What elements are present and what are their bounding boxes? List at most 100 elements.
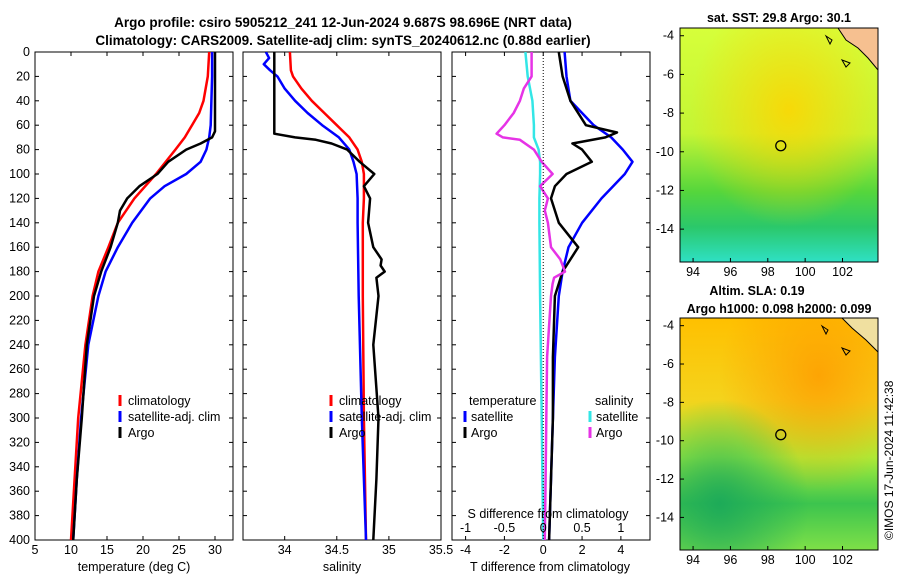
series-line-s-satellite bbox=[524, 52, 545, 540]
series-line-climatology bbox=[288, 52, 368, 540]
map-lon-tick-label: 102 bbox=[832, 553, 853, 567]
depth-tick-label: 320 bbox=[9, 435, 30, 449]
temperature-panel-frame bbox=[34, 51, 234, 541]
sla-map-frame bbox=[679, 317, 879, 551]
map-lat-tick-label: -6 bbox=[663, 357, 674, 371]
series-line-argo bbox=[71, 52, 217, 540]
depth-tick-label: 300 bbox=[9, 411, 30, 425]
x-tick-label: 34 bbox=[278, 543, 292, 557]
map-lat-tick-label: -14 bbox=[656, 222, 674, 236]
sla-islands bbox=[820, 324, 851, 356]
x-tick-label: -4 bbox=[460, 543, 471, 557]
depth-tick-label: 40 bbox=[16, 94, 30, 108]
sst-warm-region bbox=[680, 28, 878, 262]
sla-map bbox=[679, 317, 879, 551]
depth-tick-label: 20 bbox=[16, 69, 30, 83]
map-lat-tick-label: -12 bbox=[656, 472, 674, 486]
s-difference-tick-labels: -1 -0.5 0 0.5 1 bbox=[460, 521, 624, 535]
legend-label-t-satellite: satellite bbox=[471, 410, 513, 424]
s-difference-tick-label: -0.5 bbox=[494, 521, 516, 535]
depth-tick-label: 140 bbox=[9, 216, 30, 230]
salinity-panel-frame bbox=[242, 51, 442, 541]
legend-label-s-argo: Argo bbox=[596, 426, 622, 440]
map-lat-tick-label: -8 bbox=[663, 395, 674, 409]
depth-tick-label: 0 bbox=[23, 45, 30, 59]
x-tick-label: 34.5 bbox=[325, 543, 349, 557]
temperature-lines bbox=[69, 52, 217, 540]
s-difference-tick-label: -1 bbox=[460, 521, 471, 535]
title-line-1: Argo profile: csiro 5905212_241 12-Jun-2… bbox=[114, 15, 572, 30]
x-tick-label: 35 bbox=[382, 543, 396, 557]
series-line-t-argo bbox=[547, 52, 619, 540]
sst-islands bbox=[824, 34, 851, 68]
depth-tick-label: 240 bbox=[9, 338, 30, 352]
t-difference-axis-label: T difference from climatology bbox=[470, 560, 631, 574]
s-difference-tick-label: 1 bbox=[617, 521, 624, 535]
depth-tick-labels: 0 20 40 60 80 100 120 140 160 180 200 220 240 260 280 3… bbox=[9, 45, 30, 547]
series-line-s-argo bbox=[495, 52, 567, 540]
legend-label-climatology: climatology bbox=[339, 394, 402, 408]
s-difference-tick-label: 0 bbox=[540, 521, 547, 535]
x-tick-label: 4 bbox=[617, 543, 624, 557]
salinity-legend: climatology satellite-adj. clim Argo bbox=[329, 394, 431, 440]
sla-map-ticks: 94 96 98 100 102 -4 -6 -8 -10 -12 -14 bbox=[656, 319, 853, 567]
depth-tick-label: 60 bbox=[16, 118, 30, 132]
difference-lines bbox=[495, 52, 634, 540]
x-tick-label: 0 bbox=[540, 543, 547, 557]
depth-tick-label: 180 bbox=[9, 265, 30, 279]
sst-map bbox=[679, 27, 879, 263]
x-tick-label: 35.5 bbox=[429, 543, 453, 557]
map-lat-tick-label: -14 bbox=[656, 510, 674, 524]
imos-credit: ©IMOS 17-Jun-2024 11:42:38 bbox=[882, 380, 896, 540]
salinity-lines bbox=[262, 52, 386, 540]
depth-tick-label: 380 bbox=[9, 509, 30, 523]
depth-tick-label: 120 bbox=[9, 191, 30, 205]
s-difference-tick-label: 0.5 bbox=[573, 521, 590, 535]
sla-map-title: Altim. SLA: 0.19 bbox=[709, 284, 804, 298]
sla-map-subtitle: Argo h1000: 0.098 h2000: 0.099 bbox=[687, 302, 872, 316]
map-lon-tick-label: 98 bbox=[761, 265, 775, 279]
series-line-climatology bbox=[69, 52, 211, 540]
map-lon-tick-label: 100 bbox=[795, 553, 816, 567]
argo-location-marker bbox=[775, 140, 787, 152]
map-lat-tick-label: -12 bbox=[656, 183, 674, 197]
x-tick-label: 20 bbox=[136, 543, 150, 557]
map-lat-tick-label: -4 bbox=[663, 319, 674, 333]
legend-label-argo: Argo bbox=[339, 426, 365, 440]
difference-legend: temperature satellite Argo salinity sate… bbox=[463, 394, 638, 440]
x-tick-label: 2 bbox=[579, 543, 586, 557]
x-tick-label: 5 bbox=[32, 543, 39, 557]
map-lon-tick-label: 94 bbox=[686, 553, 700, 567]
legend-label-argo: Argo bbox=[128, 426, 154, 440]
depth-tick-label: 400 bbox=[9, 533, 30, 547]
depth-tick-label: 280 bbox=[9, 387, 30, 401]
temperature-legend: climatology satellite-adj. clim Argo bbox=[118, 394, 220, 440]
series-line-argo bbox=[273, 52, 386, 540]
sst-map-ticks: 94 96 98 100 102 -4 -6 -8 -10 -12 -14 bbox=[656, 29, 853, 279]
map-lat-tick-label: -6 bbox=[663, 67, 674, 81]
map-lon-tick-label: 98 bbox=[761, 553, 775, 567]
map-lon-tick-label: 100 bbox=[795, 265, 816, 279]
s-difference-axis-label: S difference from climatology bbox=[468, 507, 630, 521]
series-line-satellite-adj-clim bbox=[262, 52, 368, 540]
x-tick-label: 30 bbox=[208, 543, 222, 557]
depth-tick-label: 260 bbox=[9, 362, 30, 376]
x-tick-label: 10 bbox=[64, 543, 78, 557]
depth-tick-label: 160 bbox=[9, 240, 30, 254]
map-lat-tick-label: -8 bbox=[663, 106, 674, 120]
salinity-axis-label: salinity bbox=[323, 560, 362, 574]
depth-tick-label: 100 bbox=[9, 167, 30, 181]
depth-tick-label: 200 bbox=[9, 289, 30, 303]
x-tick-labels: 5 10 15 20 25 30 34 34.5 35 35.5 -4 -2 0 2 4 bbox=[32, 543, 625, 557]
legend-title-temperature: temperature bbox=[469, 394, 536, 408]
map-lon-tick-label: 96 bbox=[723, 265, 737, 279]
depth-tick-label: 340 bbox=[9, 460, 30, 474]
map-lon-tick-label: 102 bbox=[832, 265, 853, 279]
temperature-axis-label: temperature (deg C) bbox=[78, 560, 191, 574]
axis-ticks bbox=[34, 51, 650, 541]
sst-map-title: sat. SST: 29.8 Argo: 30.1 bbox=[707, 11, 851, 25]
legend-label-climatology: climatology bbox=[128, 394, 191, 408]
title-line-2: Climatology: CARS2009. Satellite-adj cli… bbox=[95, 33, 590, 48]
